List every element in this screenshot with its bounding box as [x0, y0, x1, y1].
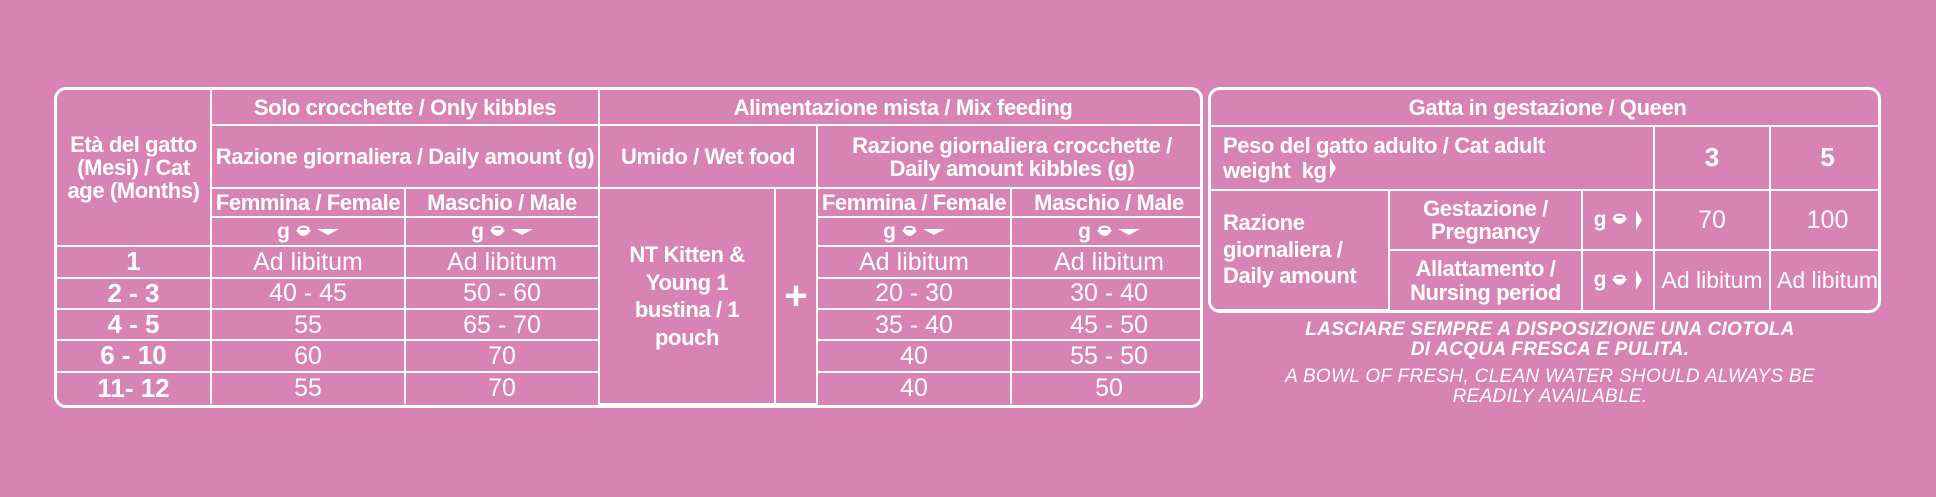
value-cell: 55 — [210, 370, 406, 404]
age-cell: 4 - 5 — [57, 307, 212, 342]
value-cell: 40 — [816, 339, 1013, 373]
arrow-down-icon — [316, 228, 339, 235]
value-cell: 60 — [210, 339, 406, 373]
unit-cell-only-m: g — [403, 216, 601, 248]
male-header: Maschio / Male — [403, 187, 601, 219]
age-cell: 2 - 3 — [57, 276, 212, 311]
value-cell: 70 — [403, 339, 601, 373]
daily-amount-label: Razione giornaliera / Daily amount — [1211, 189, 1390, 310]
value-cell: 55 - 50 — [1010, 339, 1200, 373]
mix-male-header: Maschio / Male — [1010, 187, 1200, 219]
unit-cell-only-f: g — [211, 216, 406, 248]
value-cell: 50 — [1010, 370, 1200, 404]
nursing-value-3: Ad libitum — [1653, 249, 1771, 310]
value-cell: Ad libitum — [403, 245, 601, 279]
bowl-icon — [295, 226, 311, 237]
pregnancy-label: Gestazione / Pregnancy — [1388, 189, 1583, 251]
mix-feeding-header: Alimentazione mista / Mix feeding — [598, 90, 1200, 127]
nursing-label: Allattamento / Nursing period — [1389, 249, 1583, 310]
value-cell: 35 - 40 — [816, 307, 1013, 342]
value-cell: 20 - 30 — [816, 276, 1013, 311]
water-note-english: A BOWL OF FRESH, CLEAN WATER SHOULD ALWA… — [1285, 366, 1815, 407]
weight-5: 5 — [1768, 125, 1878, 191]
queen-header: Gatta in gestazione / Queen — [1211, 90, 1878, 127]
bowl-icon — [1612, 214, 1628, 225]
arrow-down-icon — [510, 228, 533, 235]
wet-food-product: NT Kitten & Young 1 bustina / 1 pouch — [600, 189, 777, 403]
value-cell: Ad libitum — [816, 245, 1013, 279]
wet-food-header: Umido / Wet food — [598, 124, 819, 190]
daily-amount-header: Razione giornaliera / Daily amount (g) — [211, 124, 601, 190]
value-cell: 65 - 70 — [403, 307, 601, 342]
water-note-italian: LASCIARE SEMPRE A DISPOSIZIONE UNA CIOTO… — [1305, 319, 1795, 360]
arrow-right-icon — [1329, 157, 1336, 178]
cat-age-header: Età del gatto (Mesi) / Cat age (Months) — [57, 90, 212, 248]
value-cell: 50 - 60 — [403, 276, 601, 311]
nursing-value-5: Ad libitum — [1768, 249, 1878, 310]
feeding-table-queen: Gatta in gestazione / Queen Peso del gat… — [1208, 87, 1881, 313]
age-cell: 6 - 10 — [57, 339, 212, 373]
value-cell: 70 — [403, 370, 601, 404]
value-cell: 45 - 50 — [1010, 307, 1200, 342]
bowl-icon — [1612, 274, 1628, 285]
unit-cell-mix-f: g — [816, 216, 1013, 248]
adult-weight-header: Peso del gatto adulto / Cat adult weight… — [1211, 125, 1655, 191]
value-cell: Ad libitum — [1010, 245, 1200, 279]
plus-sign: + — [784, 274, 808, 319]
bowl-icon — [489, 226, 505, 237]
value-cell: 40 - 45 — [210, 276, 406, 311]
arrow-right-icon — [1636, 209, 1643, 230]
value-cell: 40 — [816, 370, 1013, 404]
unit-cell-pregnancy: g — [1581, 189, 1655, 251]
unit-cell-mix-m: g — [1010, 216, 1200, 248]
mix-female-header: Femmina / Female — [816, 187, 1013, 219]
wet-food-cell: NT Kitten & Young 1 bustina / 1 pouch + — [598, 187, 819, 405]
bowl-icon — [1096, 226, 1112, 237]
age-cell: 1 — [57, 245, 212, 279]
only-kibbles-header: Solo crocchette / Only kibbles — [209, 90, 601, 127]
age-cell: 11- 12 — [57, 370, 212, 404]
weight-3: 3 — [1653, 125, 1771, 191]
unit-cell-nursing: g — [1581, 249, 1655, 310]
feeding-table-kitten: Età del gatto (Mesi) / Cat age (Months) … — [54, 87, 1203, 408]
female-header: Femmina / Female — [211, 187, 406, 219]
arrow-down-icon — [922, 228, 945, 235]
pregnancy-value-3: 70 — [1653, 189, 1771, 251]
value-cell: Ad libitum — [210, 245, 406, 279]
value-cell: 30 - 40 — [1010, 276, 1200, 311]
arrow-down-icon — [1117, 228, 1140, 235]
value-cell: 55 — [210, 307, 406, 342]
daily-amount-kibbles-header: Razione giornaliera crocchette / Daily a… — [816, 124, 1200, 190]
arrow-right-icon — [1636, 270, 1643, 291]
pregnancy-value-5: 100 — [1768, 189, 1878, 251]
bowl-icon — [901, 226, 917, 237]
